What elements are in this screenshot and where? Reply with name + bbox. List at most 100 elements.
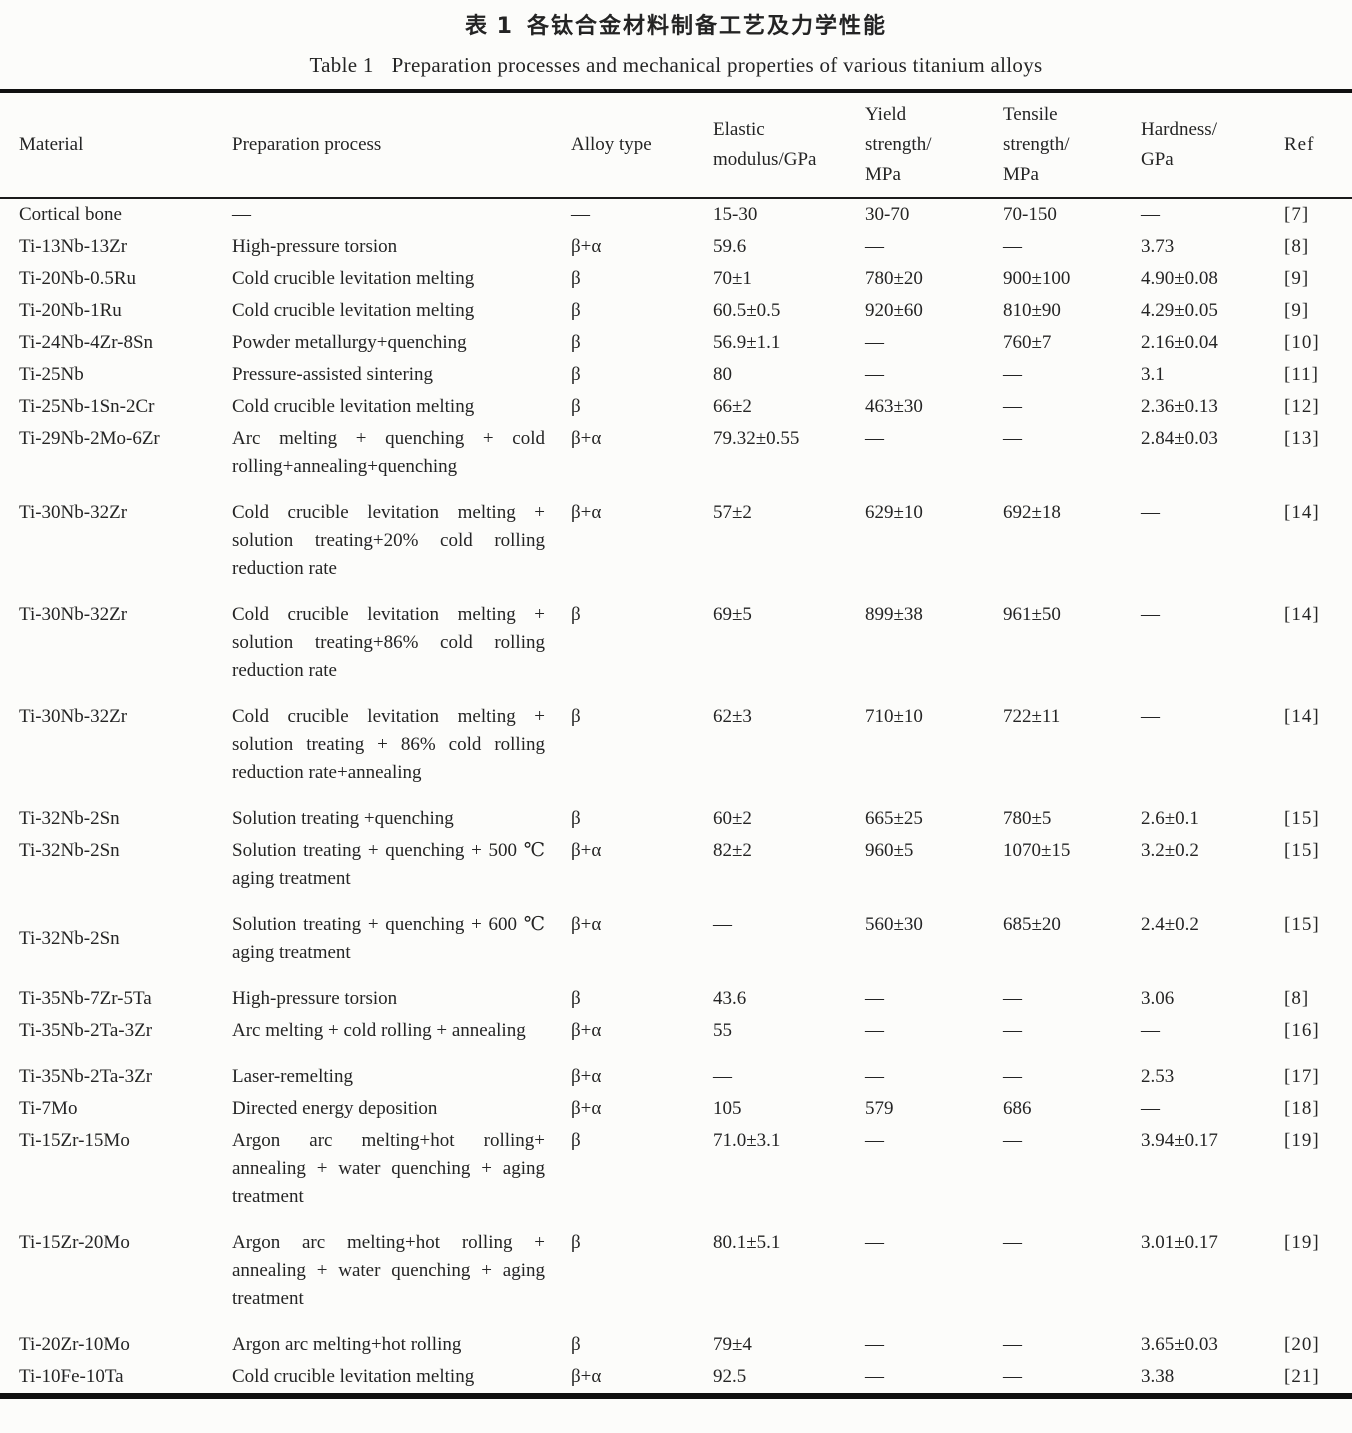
cell-tensile-strength: — xyxy=(1003,1366,1022,1387)
table-titles: 表 1 各钛合金材料制备工艺及力学性能 Table 1 Preparation pr… xyxy=(0,0,1352,78)
cell-material: Ti-29Nb-2Mo-6Zr xyxy=(19,428,160,449)
cell-hardness: 2.16±0.04 xyxy=(1141,332,1218,353)
cell-tensile-strength: — xyxy=(1003,396,1022,417)
table-row: Ti-25Nb-1Sn-2Cr Cold crucible levitation … xyxy=(0,391,1352,423)
cell-alloy-type: β+α xyxy=(571,1098,602,1119)
table-body: Cortical bone — — 15-30 30-70 70-150 — [7] Ti-13… xyxy=(0,198,1352,1396)
cell-yield-strength: — xyxy=(865,1130,884,1151)
cell-tensile-strength: — xyxy=(1003,988,1022,1009)
cell-elastic-modulus: 56.9±1.1 xyxy=(713,332,781,353)
cell-preparation-process: Cold crucible levitation melting + solut… xyxy=(232,706,545,783)
cell-hardness: 3.01±0.17 xyxy=(1141,1232,1218,1253)
cell-alloy-type: β xyxy=(571,1130,581,1151)
cell-material: Ti-20Nb-0.5Ru xyxy=(19,268,137,289)
cell-material: Ti-7Mo xyxy=(19,1098,78,1119)
cell-alloy-type: β+α xyxy=(571,1366,602,1387)
cell-hardness: — xyxy=(1141,502,1160,523)
cell-elastic-modulus: 60.5±0.5 xyxy=(713,300,781,321)
table-row: Ti-35Nb-2Ta-3Zr Arc melting + cold rollin… xyxy=(0,1015,1352,1061)
table-row: Ti-32Nb-2Sn Solution treating +quenching β… xyxy=(0,803,1352,835)
cell-yield-strength: — xyxy=(865,1366,884,1387)
header-row: Material Preparation process Alloy type … xyxy=(0,91,1352,199)
cell-elastic-modulus: — xyxy=(713,1066,732,1087)
cell-ref: [13] xyxy=(1284,428,1320,449)
cell-tensile-strength: 900±100 xyxy=(1003,268,1071,289)
cell-yield-strength: 629±10 xyxy=(865,502,923,523)
cell-preparation-process: High-pressure torsion xyxy=(232,988,398,1009)
cell-yield-strength: 710±10 xyxy=(865,706,923,727)
cell-ref: [8] xyxy=(1284,988,1310,1009)
table-row: Ti-15Zr-20Mo Argon arc melting+hot rollin… xyxy=(0,1227,1352,1329)
cell-preparation-process: Cold crucible levitation melting xyxy=(232,1366,475,1387)
cell-ref: [9] xyxy=(1284,300,1310,321)
cell-ref: [19] xyxy=(1284,1130,1320,1151)
cell-alloy-type: β xyxy=(571,396,581,417)
cell-material: Ti-32Nb-2Sn xyxy=(19,928,120,949)
cell-hardness: — xyxy=(1141,204,1160,225)
cell-alloy-type: β xyxy=(571,1232,581,1253)
cell-alloy-type: β xyxy=(571,706,581,727)
cell-yield-strength: — xyxy=(865,988,884,1009)
cell-yield-strength: — xyxy=(865,1066,884,1087)
cell-elastic-modulus: 62±3 xyxy=(713,706,752,727)
table-row: Cortical bone — — 15-30 30-70 70-150 — [7] xyxy=(0,198,1352,231)
cell-material: Ti-35Nb-2Ta-3Zr xyxy=(19,1020,153,1041)
cell-tensile-strength: 686 xyxy=(1003,1098,1032,1119)
table-row: Ti-20Nb-0.5Ru Cold crucible levitation me… xyxy=(0,263,1352,295)
col-header-tensile-strength: Tensile strength/ MPa xyxy=(1003,91,1141,199)
table-row: Ti-20Nb-1Ru Cold crucible levitation melt… xyxy=(0,295,1352,327)
table-row: Ti-7Mo Directed energy deposition β+α 105 57… xyxy=(0,1093,1352,1125)
cell-material: Ti-20Nb-1Ru xyxy=(19,300,122,321)
cell-hardness: 4.90±0.08 xyxy=(1141,268,1218,289)
cell-material: Ti-25Nb xyxy=(19,364,84,385)
cell-elastic-modulus: 79.32±0.55 xyxy=(713,428,800,449)
cell-material: Ti-15Zr-15Mo xyxy=(19,1130,130,1151)
cell-preparation-process: Argon arc melting+hot rolling+ annealing… xyxy=(232,1130,545,1207)
cell-material: Ti-25Nb-1Sn-2Cr xyxy=(19,396,155,417)
cell-elastic-modulus: 57±2 xyxy=(713,502,752,523)
table-number-en: Table 1 xyxy=(309,53,374,77)
cell-hardness: — xyxy=(1141,706,1160,727)
cell-elastic-modulus: 71.0±3.1 xyxy=(713,1130,781,1151)
cell-yield-strength: 463±30 xyxy=(865,396,923,417)
cell-ref: [14] xyxy=(1284,706,1320,727)
cell-tensile-strength: 780±5 xyxy=(1003,808,1052,829)
cell-material: Ti-30Nb-32Zr xyxy=(19,604,128,625)
cell-yield-strength: 920±60 xyxy=(865,300,923,321)
cell-tensile-strength: — xyxy=(1003,1232,1022,1253)
table-caption-en: Preparation processes and mechanical pro… xyxy=(391,53,1043,77)
cell-alloy-type: β xyxy=(571,268,581,289)
cell-yield-strength: 30-70 xyxy=(865,204,910,225)
cell-ref: [16] xyxy=(1284,1020,1320,1041)
cell-elastic-modulus: 80.1±5.1 xyxy=(713,1232,781,1253)
cell-preparation-process: Solution treating + quenching + 600 ℃ ag… xyxy=(232,914,545,963)
cell-yield-strength: — xyxy=(865,1334,884,1355)
cell-preparation-process: Arc melting + quenching + cold rolling+a… xyxy=(232,428,545,477)
cell-material: Cortical bone xyxy=(19,204,122,225)
cell-preparation-process: Cold crucible levitation melting xyxy=(232,396,475,417)
cell-hardness: 2.36±0.13 xyxy=(1141,396,1218,417)
cell-ref: [15] xyxy=(1284,808,1320,829)
table-row: Ti-10Fe-10Ta Cold crucible levitation mel… xyxy=(0,1361,1352,1396)
cell-ref: [7] xyxy=(1284,204,1310,225)
cell-elastic-modulus: — xyxy=(713,914,732,935)
cell-alloy-type: β xyxy=(571,332,581,353)
cell-ref: [14] xyxy=(1284,604,1320,625)
cell-elastic-modulus: 80 xyxy=(713,364,732,385)
table-row: Ti-35Nb-2Ta-3Zr Laser-remelting β+α — — — 2.53… xyxy=(0,1061,1352,1093)
cell-ref: [10] xyxy=(1284,332,1320,353)
cell-preparation-process: Powder metallurgy+quenching xyxy=(232,332,467,353)
cell-tensile-strength: — xyxy=(1003,1020,1022,1041)
cell-elastic-modulus: 69±5 xyxy=(713,604,752,625)
table-row: Ti-30Nb-32Zr Cold crucible levitation mel… xyxy=(0,701,1352,803)
cell-ref: [20] xyxy=(1284,1334,1320,1355)
col-header-material: Material xyxy=(0,91,232,199)
table-row: Ti-29Nb-2Mo-6Zr Arc melting + quenching +… xyxy=(0,423,1352,497)
cell-material: Ti-24Nb-4Zr-8Sn xyxy=(19,332,154,353)
cell-material: Ti-30Nb-32Zr xyxy=(19,706,128,727)
cell-alloy-type: β xyxy=(571,364,581,385)
cell-preparation-process: Cold crucible levitation melting xyxy=(232,268,475,289)
cell-preparation-process: High-pressure torsion xyxy=(232,236,398,257)
cell-preparation-process: Argon arc melting+hot rolling + annealin… xyxy=(232,1232,545,1309)
cell-alloy-type: β xyxy=(571,808,581,829)
